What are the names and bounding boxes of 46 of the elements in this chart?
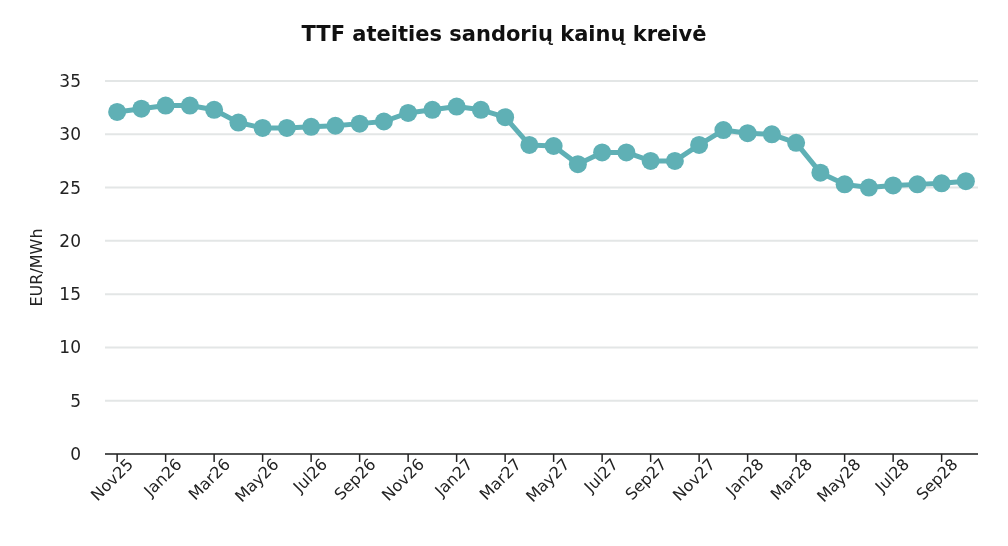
point — [399, 103, 418, 122]
point — [835, 175, 854, 194]
y-tick-label: 0 — [70, 444, 81, 465]
point — [423, 100, 442, 119]
point — [156, 96, 175, 115]
y-axis-title: EUR/MWh — [26, 228, 46, 307]
point — [180, 96, 199, 115]
point — [568, 155, 587, 174]
point — [108, 102, 127, 121]
y-tick-label: 30 — [59, 124, 81, 145]
point — [471, 100, 490, 119]
chart-title: TTF ateities sandorių kainų kreivė — [300, 22, 708, 46]
point — [302, 117, 321, 136]
point — [787, 133, 806, 152]
point — [520, 135, 539, 154]
point — [859, 178, 878, 197]
y-tick-label: 15 — [59, 284, 81, 305]
y-tick-label: 10 — [59, 337, 81, 358]
point — [956, 172, 975, 191]
point — [762, 125, 781, 144]
point — [253, 118, 272, 137]
point — [277, 118, 296, 137]
point — [326, 116, 345, 135]
point — [714, 121, 733, 140]
point — [811, 163, 830, 182]
point — [690, 135, 709, 154]
y-tick-label: 35 — [59, 71, 81, 92]
point — [593, 143, 612, 162]
point — [132, 99, 151, 118]
point — [884, 176, 903, 195]
point — [641, 151, 660, 170]
point — [932, 174, 951, 193]
point — [665, 151, 684, 170]
point — [617, 143, 636, 162]
point — [350, 114, 369, 133]
y-tick-label: 5 — [70, 390, 81, 411]
y-tick-label: 25 — [59, 177, 81, 198]
point — [229, 113, 248, 132]
point — [374, 112, 393, 131]
y-tick-label: 20 — [59, 230, 81, 251]
point — [496, 108, 515, 127]
point — [544, 137, 563, 156]
point — [908, 175, 927, 194]
point — [738, 124, 757, 143]
point — [205, 100, 224, 119]
point — [447, 97, 466, 116]
